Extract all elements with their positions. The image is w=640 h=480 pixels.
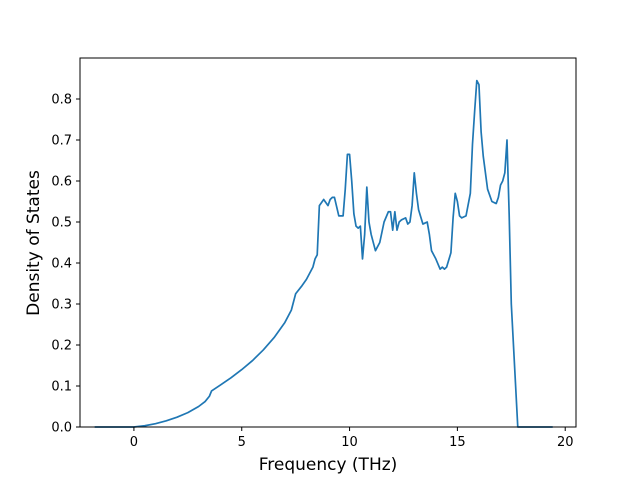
y-tick-label: 0.1 bbox=[51, 380, 72, 395]
x-tick-label: 5 bbox=[238, 435, 246, 450]
y-tick-label: 0.5 bbox=[51, 216, 72, 231]
y-tick-label: 0.0 bbox=[51, 421, 72, 436]
x-tick-label: 15 bbox=[449, 435, 466, 450]
y-tick-label: 0.7 bbox=[51, 134, 72, 149]
y-tick-label: 0.6 bbox=[51, 175, 72, 190]
x-tick-label: 10 bbox=[341, 435, 358, 450]
y-tick-label: 0.2 bbox=[51, 339, 72, 354]
x-axis-ticks: 0 5 10 15 20 bbox=[130, 427, 574, 450]
plot-area bbox=[79, 57, 577, 428]
y-tick-label: 0.8 bbox=[51, 93, 72, 108]
y-tick-label: 0.4 bbox=[51, 257, 72, 272]
x-tick-label: 20 bbox=[557, 435, 574, 450]
y-axis-label: Density of States bbox=[24, 170, 44, 316]
axes-frame bbox=[79, 57, 577, 428]
x-tick-label: 0 bbox=[130, 435, 138, 450]
y-tick-label: 0.3 bbox=[51, 298, 72, 313]
x-axis-label: Frequency (THz) bbox=[259, 455, 398, 475]
y-axis-ticks: 0.0 0.1 0.2 0.3 0.4 0.5 0.6 0.7 0.8 bbox=[51, 93, 80, 436]
dos-series-line-0 bbox=[94, 79, 554, 428]
